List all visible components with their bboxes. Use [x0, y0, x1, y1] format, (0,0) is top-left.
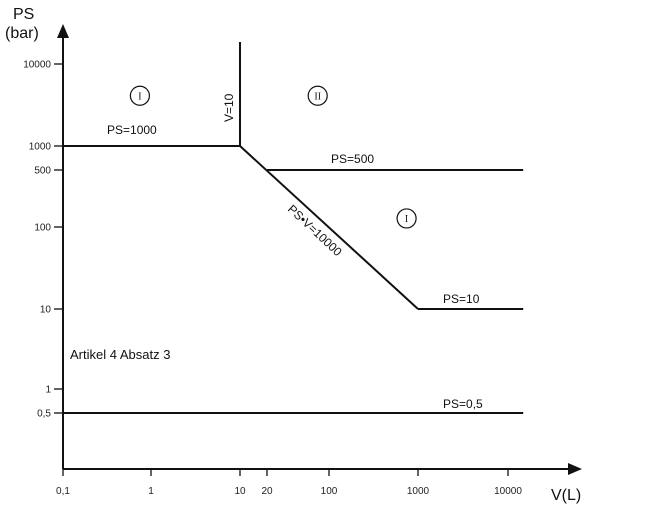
x-tick-label: 0,1 — [56, 486, 70, 497]
label-ps05: PS=0,5 — [443, 397, 483, 411]
y-tick-label: 100 — [34, 223, 51, 234]
label-article-note: Artikel 4 Absatz 3 — [70, 347, 170, 362]
x-tick-label: 100 — [321, 486, 338, 497]
region-marker-label: I — [405, 214, 408, 225]
region-marker-circle — [129, 85, 150, 106]
y-axis-title-line1: PS — [13, 6, 34, 23]
y-tick-label: 1000 — [29, 142, 52, 153]
label-layer: PS (bar) V(L) PS=1000 V=10 PS•V=10000 PS… — [5, 6, 581, 504]
x-tick-label: 1000 — [407, 486, 430, 497]
boundary-line-3 — [239, 145, 419, 310]
region-layer: I III — [129, 85, 417, 229]
y-tick-label: 500 — [34, 166, 51, 177]
x-tick-label: 1 — [148, 486, 154, 497]
y-tick-label: 0,5 — [37, 409, 51, 420]
label-ps500: PS=500 — [331, 152, 374, 166]
region-marker-circle — [307, 85, 328, 106]
y-axis-title-line2: (bar) — [5, 25, 39, 42]
y-tick-label: 10000 — [23, 60, 51, 71]
axes: 0,5 1 10 100 500 1000 10000 0,1 1 10 20 100 1000 1000… — [23, 24, 582, 497]
x-tick-label: 10000 — [494, 486, 522, 497]
label-ps1000: PS=1000 — [107, 123, 157, 137]
label-ps10: PS=10 — [443, 292, 480, 306]
label-v10: V=10 — [222, 93, 236, 122]
x-tick-label: 10 — [234, 486, 246, 497]
y-tick-label: 10 — [40, 305, 52, 316]
series-layer — [63, 42, 524, 414]
region-marker-label: I — [138, 91, 141, 102]
x-axis-arrow — [568, 463, 582, 475]
y-tick-label: 1 — [45, 385, 51, 396]
x-axis-title: V(L) — [551, 487, 581, 504]
region-marker-label: II — [314, 91, 321, 102]
y-axis-arrow — [57, 24, 69, 38]
region-marker-circle — [396, 208, 417, 229]
x-tick-label: 20 — [261, 486, 273, 497]
label-psv10000: PS•V=10000 — [285, 202, 345, 259]
